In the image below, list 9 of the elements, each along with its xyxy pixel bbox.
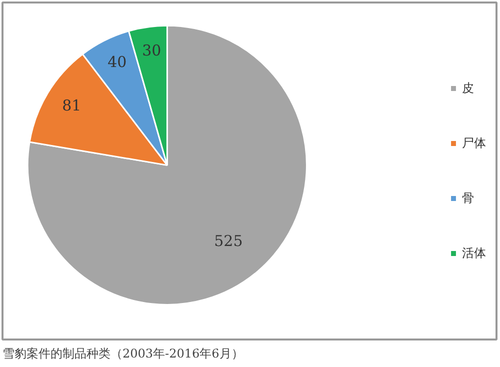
data-label: 81 (62, 96, 82, 115)
legend-label: 皮 (462, 80, 475, 96)
data-label: 40 (108, 52, 127, 71)
text: 雪豹案件的制品种类（2003年-2016年6月） (2, 346, 244, 360)
legend-label: 尸体 (462, 134, 486, 152)
data-label: 525 (214, 232, 243, 250)
data-label: 30 (142, 42, 162, 60)
legend-label: 骨 (462, 190, 475, 206)
legend-label: 活体 (462, 244, 486, 262)
